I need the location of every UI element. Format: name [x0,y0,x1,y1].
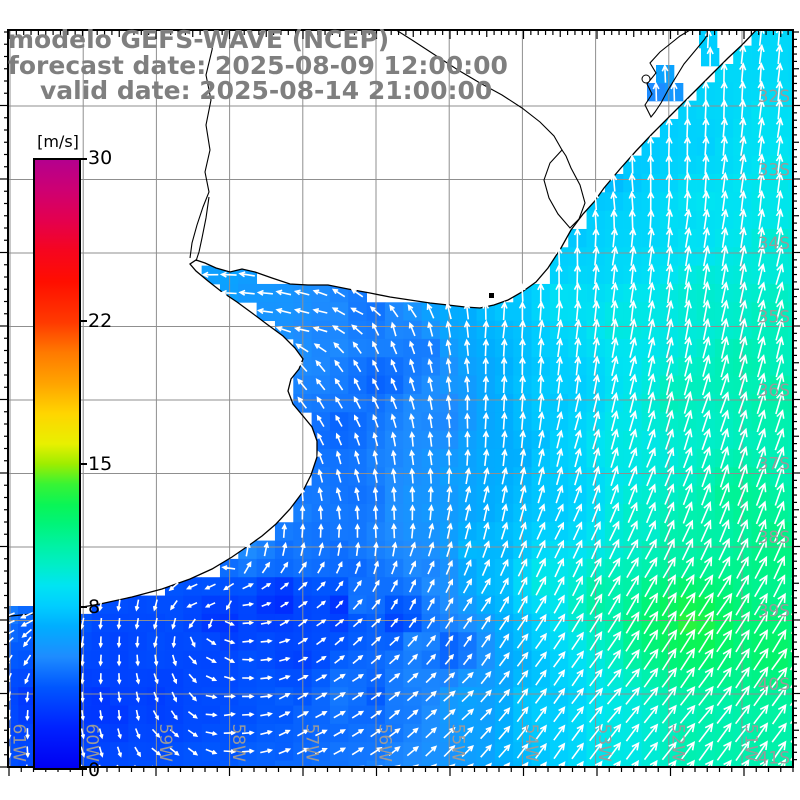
colorbar-unit-label: [m/s] [37,132,79,151]
lat-label-38S: 38S [758,528,790,548]
graticule-labels: 32S 33S 34S 35S 36S 37S 38S 39S 40S 41S 61W 60W 59W 5… [9,87,791,769]
lat-label-36S: 36S [758,381,790,401]
colorbar-tick-label-15: 15 [88,453,113,475]
colorbar-tick-mark [81,320,87,323]
lon-label-53W: 53W [594,724,614,763]
lon-label-56W: 56W [375,724,395,763]
map-plot-area [8,30,793,767]
lon-label-52W: 52W [667,724,687,763]
colorbar-tick-mark [81,463,87,465]
lat-label-35S: 35S [758,308,790,328]
lon-label-57W: 57W [301,724,321,763]
lon-label-54W: 54W [521,724,541,763]
colorbar-tick-label-30: 30 [88,147,113,169]
colorbar-tick-mark [81,605,87,608]
coastline [8,30,758,617]
colorbar-tick-label-0: 0 [88,759,101,781]
lon-label-60W: 60W [82,724,102,763]
axis-ticks [0,31,800,776]
colorbar-tick-label-22: 22 [88,310,113,333]
lon-label-51W: 51W [741,724,761,763]
lat-label-34S: 34S [758,234,790,254]
lon-label-58W: 58W [228,724,248,763]
lat-label-37S: 37S [758,455,790,475]
land-area [8,30,757,617]
lat-label-32S: 32S [758,87,790,107]
lon-label-61W: 61W [9,724,29,763]
lat-label-41S: 41S [758,749,790,769]
lat-label-39S: 39S [758,602,790,622]
small-lake [641,74,651,84]
colorbar-gradient [33,158,81,770]
lon-label-59W: 59W [155,724,175,763]
lat-label-40S: 40S [758,675,790,695]
lon-label-55W: 55W [448,724,468,763]
wind-direction-arrows [8,30,793,767]
colorbar-tick-label-8: 8 [88,595,101,618]
colorbar-tick-mark [81,158,87,160]
colorbar-tick-mark [81,768,87,770]
island-marker [489,293,494,298]
lat-label-33S: 33S [758,161,790,181]
